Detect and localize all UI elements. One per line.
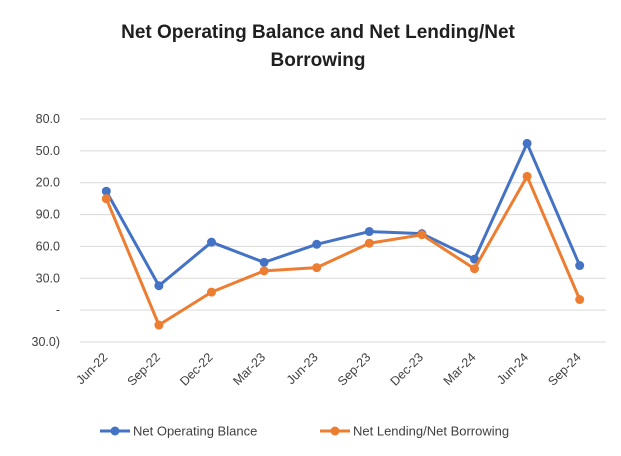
legend-label: Net Operating Blance bbox=[133, 424, 257, 439]
y-tick-label: 60.0 bbox=[36, 239, 60, 253]
data-point-series-2 bbox=[417, 230, 427, 240]
data-point-series-1 bbox=[575, 261, 585, 271]
data-point-series-1 bbox=[364, 227, 374, 237]
y-tick-label: - bbox=[56, 303, 60, 317]
series-group bbox=[101, 138, 585, 330]
chart-title-line-2: Borrowing bbox=[271, 50, 366, 71]
y-tick-label: 30.0) bbox=[32, 335, 61, 349]
x-tick-label: Mar-23 bbox=[230, 350, 268, 388]
y-tick-label: 30.0 bbox=[36, 271, 60, 285]
data-point-series-1 bbox=[101, 186, 111, 196]
series-line-2 bbox=[104, 174, 582, 327]
data-point-series-2 bbox=[575, 295, 585, 305]
x-tick-label: Sep-23 bbox=[335, 350, 373, 388]
legend-swatch-marker bbox=[110, 426, 120, 436]
data-point-series-2 bbox=[312, 263, 322, 273]
legend: Net Operating Blance Net Lending/Net Borr… bbox=[100, 424, 509, 439]
x-tick-label: Sep-22 bbox=[125, 350, 163, 388]
data-point-series-1 bbox=[312, 239, 322, 249]
y-tick-label: 80.0 bbox=[36, 112, 60, 126]
data-point-series-1 bbox=[207, 237, 216, 247]
data-point-series-2 bbox=[364, 238, 374, 248]
data-point-series-2 bbox=[470, 264, 479, 274]
y-axis-ticks: 80.0 50.0 20.0 90.0 60.0 30.0 - 30.0) bbox=[32, 112, 61, 349]
y-tick-label: 20.0 bbox=[36, 176, 60, 190]
line-chart: Net Operating Balance and Net Lending/Ne… bbox=[32, 22, 606, 439]
x-tick-label: Mar-24 bbox=[441, 350, 479, 388]
legend-swatch-marker bbox=[330, 426, 340, 436]
x-tick-label: Jun-22 bbox=[73, 350, 110, 387]
x-tick-label: Dec-22 bbox=[177, 350, 215, 388]
chart-card: Net Operating Balance and Net Lending/Ne… bbox=[8, 6, 614, 452]
data-point-series-2 bbox=[101, 194, 111, 204]
gridlines bbox=[80, 118, 606, 343]
data-point-series-2 bbox=[207, 287, 216, 297]
y-tick-label: 90.0 bbox=[36, 208, 60, 222]
data-point-series-1 bbox=[259, 257, 269, 267]
x-tick-label: Jun-23 bbox=[284, 350, 321, 387]
x-axis-ticks: Jun-22 Sep-22 Dec-22 Mar-23 Jun-23 Sep-23 Dec-… bbox=[73, 350, 583, 388]
x-tick-label: Sep-24 bbox=[545, 350, 583, 388]
data-point-series-2 bbox=[154, 320, 164, 330]
data-point-series-1 bbox=[522, 138, 532, 148]
data-point-series-2 bbox=[259, 266, 269, 276]
series-line-1 bbox=[104, 141, 582, 288]
data-point-series-2 bbox=[522, 171, 532, 181]
legend-label: Net Lending/Net Borrowing bbox=[353, 424, 509, 439]
x-tick-label: Jun-24 bbox=[494, 350, 531, 387]
chart-title-line-1: Net Operating Balance and Net Lending/Ne… bbox=[121, 22, 515, 43]
x-tick-label: Dec-23 bbox=[388, 350, 426, 388]
y-tick-label: 50.0 bbox=[36, 144, 60, 158]
data-point-series-1 bbox=[154, 281, 164, 291]
data-point-series-1 bbox=[470, 254, 479, 264]
